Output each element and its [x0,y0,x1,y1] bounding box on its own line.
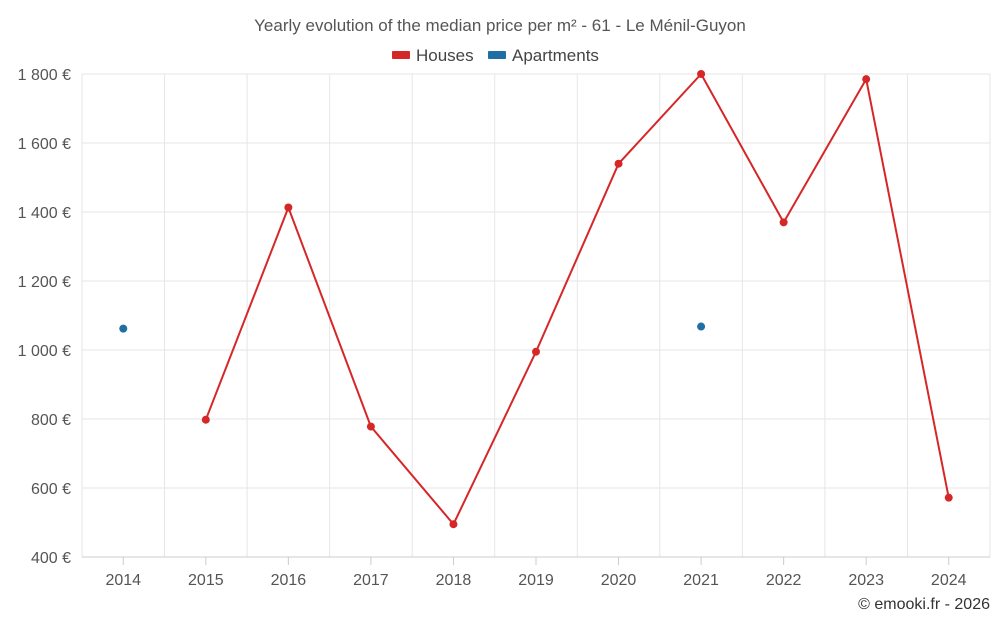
y-tick-label: 800 € [31,412,71,429]
y-tick-label: 1 200 € [18,274,71,291]
data-point-houses[interactable] [944,493,953,502]
x-tick-label: 2014 [105,572,141,589]
data-point-houses[interactable] [862,75,871,84]
y-axis-ticks: 400 € 600 € 800 € 1 000 € 1 200 € 1 400 € 1 60… [18,67,71,567]
x-tick-label: 2018 [436,572,472,589]
y-tick-label: 600 € [31,481,71,498]
data-point-houses[interactable] [614,159,623,168]
legend-swatch-apartments [488,51,506,59]
legend-swatch-houses [392,51,410,59]
legend-item-houses[interactable]: Houses [392,46,474,65]
data-point-houses[interactable] [284,203,293,212]
legend: Houses Apartments [392,46,599,65]
legend-label-apartments: Apartments [512,46,599,65]
data-point-houses[interactable] [201,415,210,424]
series-layer [119,70,953,529]
data-point-houses[interactable] [532,347,540,356]
legend-label-houses: Houses [416,46,474,65]
y-tick-label: 1 400 € [18,205,71,222]
data-point-houses[interactable] [779,218,788,227]
series-houses [201,70,953,529]
data-point-houses[interactable] [449,520,458,529]
credit-text: © emooki.fr - 2026 [858,596,990,613]
y-tick-label: 1 000 € [18,343,71,360]
x-tick-label: 2020 [601,572,637,589]
x-tick-label: 2016 [271,572,307,589]
x-tick-label: 2019 [518,572,554,589]
x-tick-label: 2022 [766,572,802,589]
data-point-apartments[interactable] [697,322,706,331]
y-tick-label: 400 € [31,550,71,567]
series-line-houses [204,73,950,526]
series-apartments [119,322,706,333]
x-tick-label: 2017 [353,572,389,589]
data-point-houses[interactable] [697,70,706,78]
y-tick-label: 1 600 € [18,136,71,153]
x-tick-label: 2021 [683,572,719,589]
x-tick-label: 2023 [848,572,884,589]
data-point-houses[interactable] [366,422,375,431]
x-tick-label: 2024 [931,572,967,589]
x-tick-label: 2015 [188,572,224,589]
legend-item-apartments[interactable]: Apartments [488,46,599,65]
x-axis-ticks: 2014 2015 2016 2017 2018 2019 2020 2021 2022 2023… [105,557,967,589]
chart-title: Yearly evolution of the median price per… [254,16,746,35]
data-point-apartments[interactable] [119,324,128,333]
y-tick-label: 1 800 € [18,67,71,84]
grid [81,73,991,558]
